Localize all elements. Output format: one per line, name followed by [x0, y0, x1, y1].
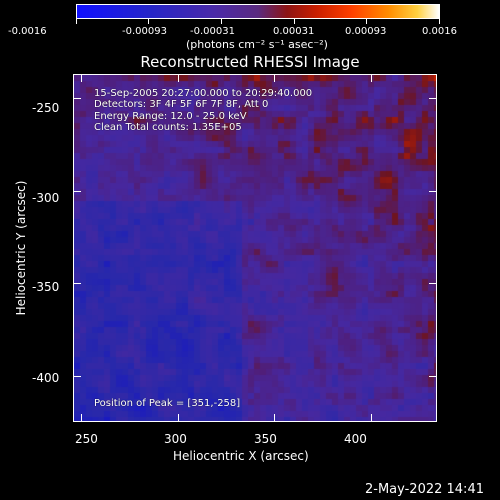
- heatmap-image: [74, 75, 436, 421]
- energy-range-annotation: Energy Range: 12.0 - 25.0 keV: [94, 111, 247, 122]
- y-axis-label: Heliocentric Y (arcsec): [14, 180, 28, 316]
- heatmap-plot: [73, 74, 437, 422]
- x-tick-mark: [371, 414, 372, 422]
- x-tick-label: 300: [164, 432, 187, 446]
- peak-position-annotation: Position of Peak = [351,-258]: [94, 398, 241, 409]
- colorbar-tick-label: -0.00031: [190, 26, 235, 37]
- x-tick-mark: [371, 74, 372, 82]
- y-tick-mark: [429, 283, 437, 284]
- y-tick-mark: [73, 283, 81, 284]
- x-tick-mark: [81, 74, 82, 82]
- y-tick-label: -250: [32, 101, 60, 115]
- colorbar-tick: [148, 19, 149, 24]
- y-tick-mark: [429, 376, 437, 377]
- colorbar-tick-label: 0.00093: [345, 26, 387, 37]
- y-tick-mark: [73, 376, 81, 377]
- footer-date: 2-May-2022 14:41: [365, 482, 484, 497]
- time-range-annotation: 15-Sep-2005 20:27:00.000 to 20:29:40.000: [94, 88, 313, 99]
- colorbar-tick-label: -0.00093: [122, 26, 167, 37]
- y-tick-mark: [429, 98, 437, 99]
- colorbar-tick: [366, 19, 367, 24]
- clean-counts-annotation: Clean Total counts: 1.35E+05: [94, 122, 242, 133]
- colorbar-tick: [294, 19, 295, 24]
- x-axis-label: Heliocentric X (arcsec): [173, 449, 309, 463]
- x-tick-mark: [178, 74, 179, 82]
- detectors-annotation: Detectors: 3F 4F 5F 6F 7F 8F, Att 0: [94, 99, 269, 110]
- colorbar-tick-label: 0.00031: [273, 26, 315, 37]
- x-tick-label: 350: [254, 432, 277, 446]
- y-tick-label: -300: [32, 191, 60, 205]
- colorbar-tick-label: 0.0016: [422, 26, 457, 37]
- x-tick-label: 250: [75, 432, 98, 446]
- colorbar-units-label: (photons cm⁻² s⁻¹ asec⁻²): [186, 38, 328, 51]
- y-tick-label: -400: [32, 371, 60, 385]
- colorbar-tick: [76, 19, 77, 24]
- y-tick-mark: [73, 98, 81, 99]
- x-tick-mark: [274, 414, 275, 422]
- x-tick-label: 400: [344, 432, 367, 446]
- y-tick-mark: [73, 191, 81, 192]
- y-tick-mark: [429, 191, 437, 192]
- y-tick-label: -350: [32, 280, 60, 294]
- plot-title: Reconstructed RHESSI Image: [140, 53, 360, 71]
- x-tick-mark: [178, 414, 179, 422]
- colorbar-tick: [221, 19, 222, 24]
- x-tick-mark: [81, 414, 82, 422]
- colorbar-tick: [439, 19, 440, 24]
- colorbar-tick-label: -0.0016: [8, 26, 47, 37]
- colorbar: [76, 4, 440, 19]
- x-tick-mark: [274, 74, 275, 82]
